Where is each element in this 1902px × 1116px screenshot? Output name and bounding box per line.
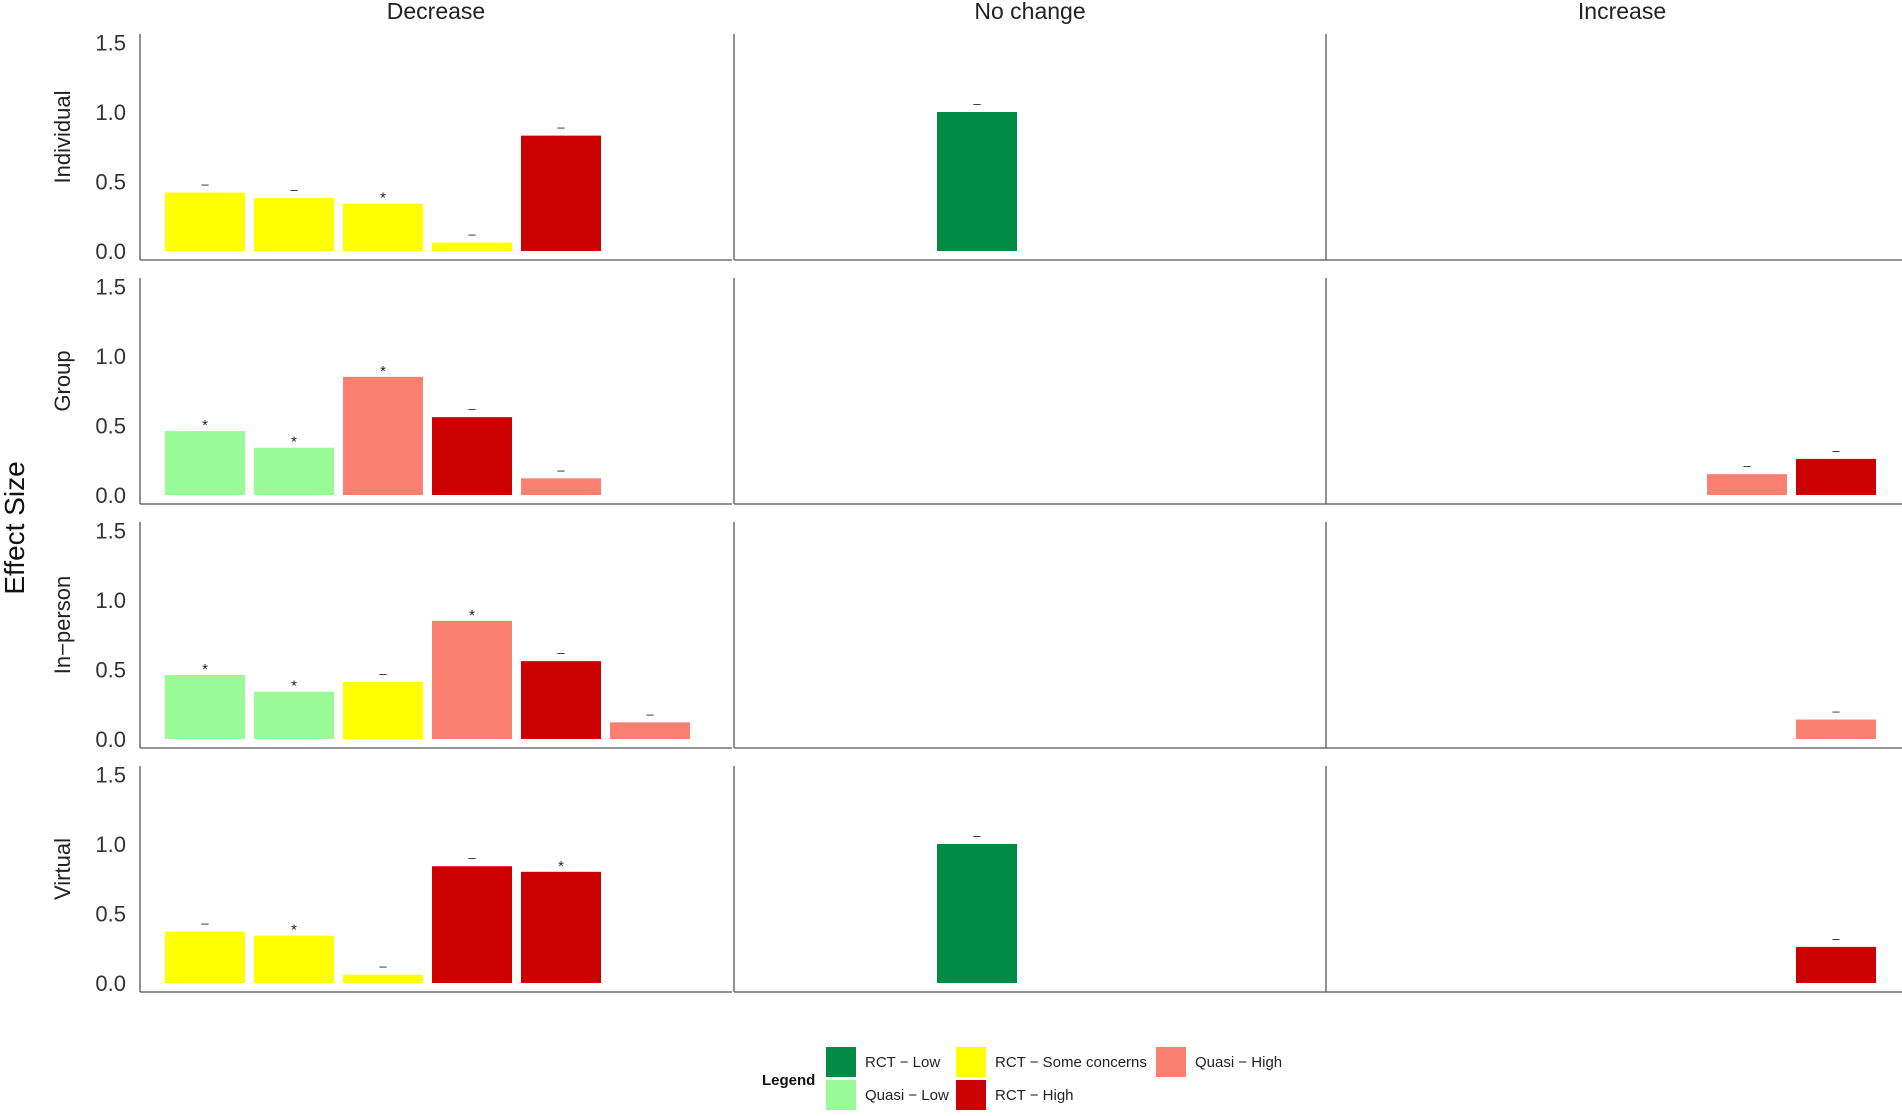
- column-title-0: Decrease: [387, 0, 485, 24]
- row-label-3: Virtual: [50, 838, 75, 900]
- y-tick-label: 0.5: [95, 170, 126, 195]
- bar-annotation: *: [469, 607, 475, 624]
- column-title-2: Increase: [1578, 0, 1666, 24]
- bar-annotation: –: [557, 645, 565, 660]
- bar-quasi_high: [432, 620, 512, 739]
- y-tick-label: 0.0: [95, 239, 126, 264]
- bar-annotation: –: [201, 177, 209, 192]
- bar-annotation: –: [201, 916, 209, 931]
- y-tick-label: 1.5: [95, 519, 126, 544]
- legend-label-quasi_high: Quasi − High: [1195, 1054, 1282, 1071]
- bar-rct_some: [165, 192, 245, 251]
- y-tick-label: 1.0: [95, 344, 126, 369]
- y-tick-label: 1.0: [95, 832, 126, 857]
- y-tick-label: 1.5: [95, 275, 126, 300]
- bar-annotation: *: [380, 190, 386, 207]
- legend-swatch-rct_low: [826, 1047, 856, 1077]
- bar-quasi_low: [165, 431, 245, 495]
- y-tick-label: 0.5: [95, 414, 126, 439]
- bar-rct_some: [254, 198, 334, 251]
- legend-swatch-rct_some: [956, 1047, 986, 1077]
- bar-rct_some: [165, 931, 245, 983]
- bar-quasi_high: [1707, 474, 1787, 495]
- bar-quasi_high: [343, 376, 423, 495]
- bar-annotation: *: [291, 678, 297, 695]
- legend-title: Legend: [762, 1072, 815, 1089]
- bar-rct_some: [254, 935, 334, 983]
- bar-annotation: *: [202, 661, 208, 678]
- y-tick-label: 0.5: [95, 658, 126, 683]
- bar-quasi_high: [521, 478, 601, 495]
- legend-label-rct_some: RCT − Some concerns: [995, 1054, 1147, 1071]
- bar-annotation: –: [1832, 931, 1840, 946]
- bar-quasi_low: [254, 691, 334, 739]
- bar-annotation: –: [646, 706, 654, 721]
- bar-quasi_low: [165, 675, 245, 739]
- legend-swatch-rct_high: [956, 1080, 986, 1110]
- bar-annotation: –: [973, 828, 981, 843]
- bar-annotation: –: [379, 666, 387, 681]
- y-tick-label: 0.5: [95, 902, 126, 927]
- legend-label-rct_low: RCT − Low: [865, 1054, 940, 1071]
- bar-rct_high: [432, 417, 512, 495]
- y-tick-label: 1.0: [95, 588, 126, 613]
- row-label-2: In−person: [50, 576, 75, 674]
- bar-rct_high: [521, 135, 601, 251]
- bar-annotation: –: [557, 462, 565, 477]
- bar-annotation: –: [290, 182, 298, 197]
- bar-annotation: –: [1832, 704, 1840, 719]
- bar-quasi_high: [610, 722, 690, 739]
- bar-annotation: –: [1832, 443, 1840, 458]
- bar-rct_low: [937, 844, 1017, 983]
- y-tick-label: 1.5: [95, 763, 126, 788]
- bar-quasi_high: [1796, 719, 1876, 739]
- bar-rct_high: [521, 871, 601, 983]
- legend-label-quasi_low: Quasi − Low: [865, 1087, 949, 1104]
- y-axis-title: Effect Size: [0, 461, 30, 594]
- bar-rct_high: [432, 866, 512, 983]
- bar-annotation: *: [291, 922, 297, 939]
- bar-rct_high: [521, 661, 601, 739]
- y-tick-label: 0.0: [95, 483, 126, 508]
- bar-annotation: –: [1743, 458, 1751, 473]
- y-tick-label: 1.5: [95, 31, 126, 56]
- column-title-1: No change: [974, 0, 1085, 24]
- bar-rct_some: [343, 682, 423, 739]
- bar-annotation: –: [379, 959, 387, 974]
- bar-annotation: –: [973, 96, 981, 111]
- bar-rct_low: [937, 112, 1017, 251]
- bar-rct_high: [1796, 458, 1876, 495]
- row-label-0: Individual: [50, 91, 75, 184]
- bar-annotation: *: [558, 858, 564, 875]
- bar-annotation: *: [202, 417, 208, 434]
- bar-annotation: –: [468, 850, 476, 865]
- legend-label-rct_high: RCT − High: [995, 1087, 1074, 1104]
- row-label-1: Group: [50, 350, 75, 411]
- bar-quasi_low: [254, 447, 334, 495]
- bar-annotation: *: [291, 434, 297, 451]
- legend-swatch-quasi_high: [1156, 1047, 1186, 1077]
- bar-annotation: –: [468, 227, 476, 242]
- y-tick-label: 0.0: [95, 971, 126, 996]
- bar-annotation: –: [557, 120, 565, 135]
- bar-rct_some: [343, 974, 423, 983]
- bar-annotation: –: [468, 401, 476, 416]
- bar-rct_some: [343, 203, 423, 251]
- bar-rct_some: [432, 242, 512, 251]
- y-tick-label: 0.0: [95, 727, 126, 752]
- y-tick-label: 1.0: [95, 100, 126, 125]
- bar-annotation: *: [380, 363, 386, 380]
- bar-rct_high: [1796, 946, 1876, 983]
- legend-swatch-quasi_low: [826, 1080, 856, 1110]
